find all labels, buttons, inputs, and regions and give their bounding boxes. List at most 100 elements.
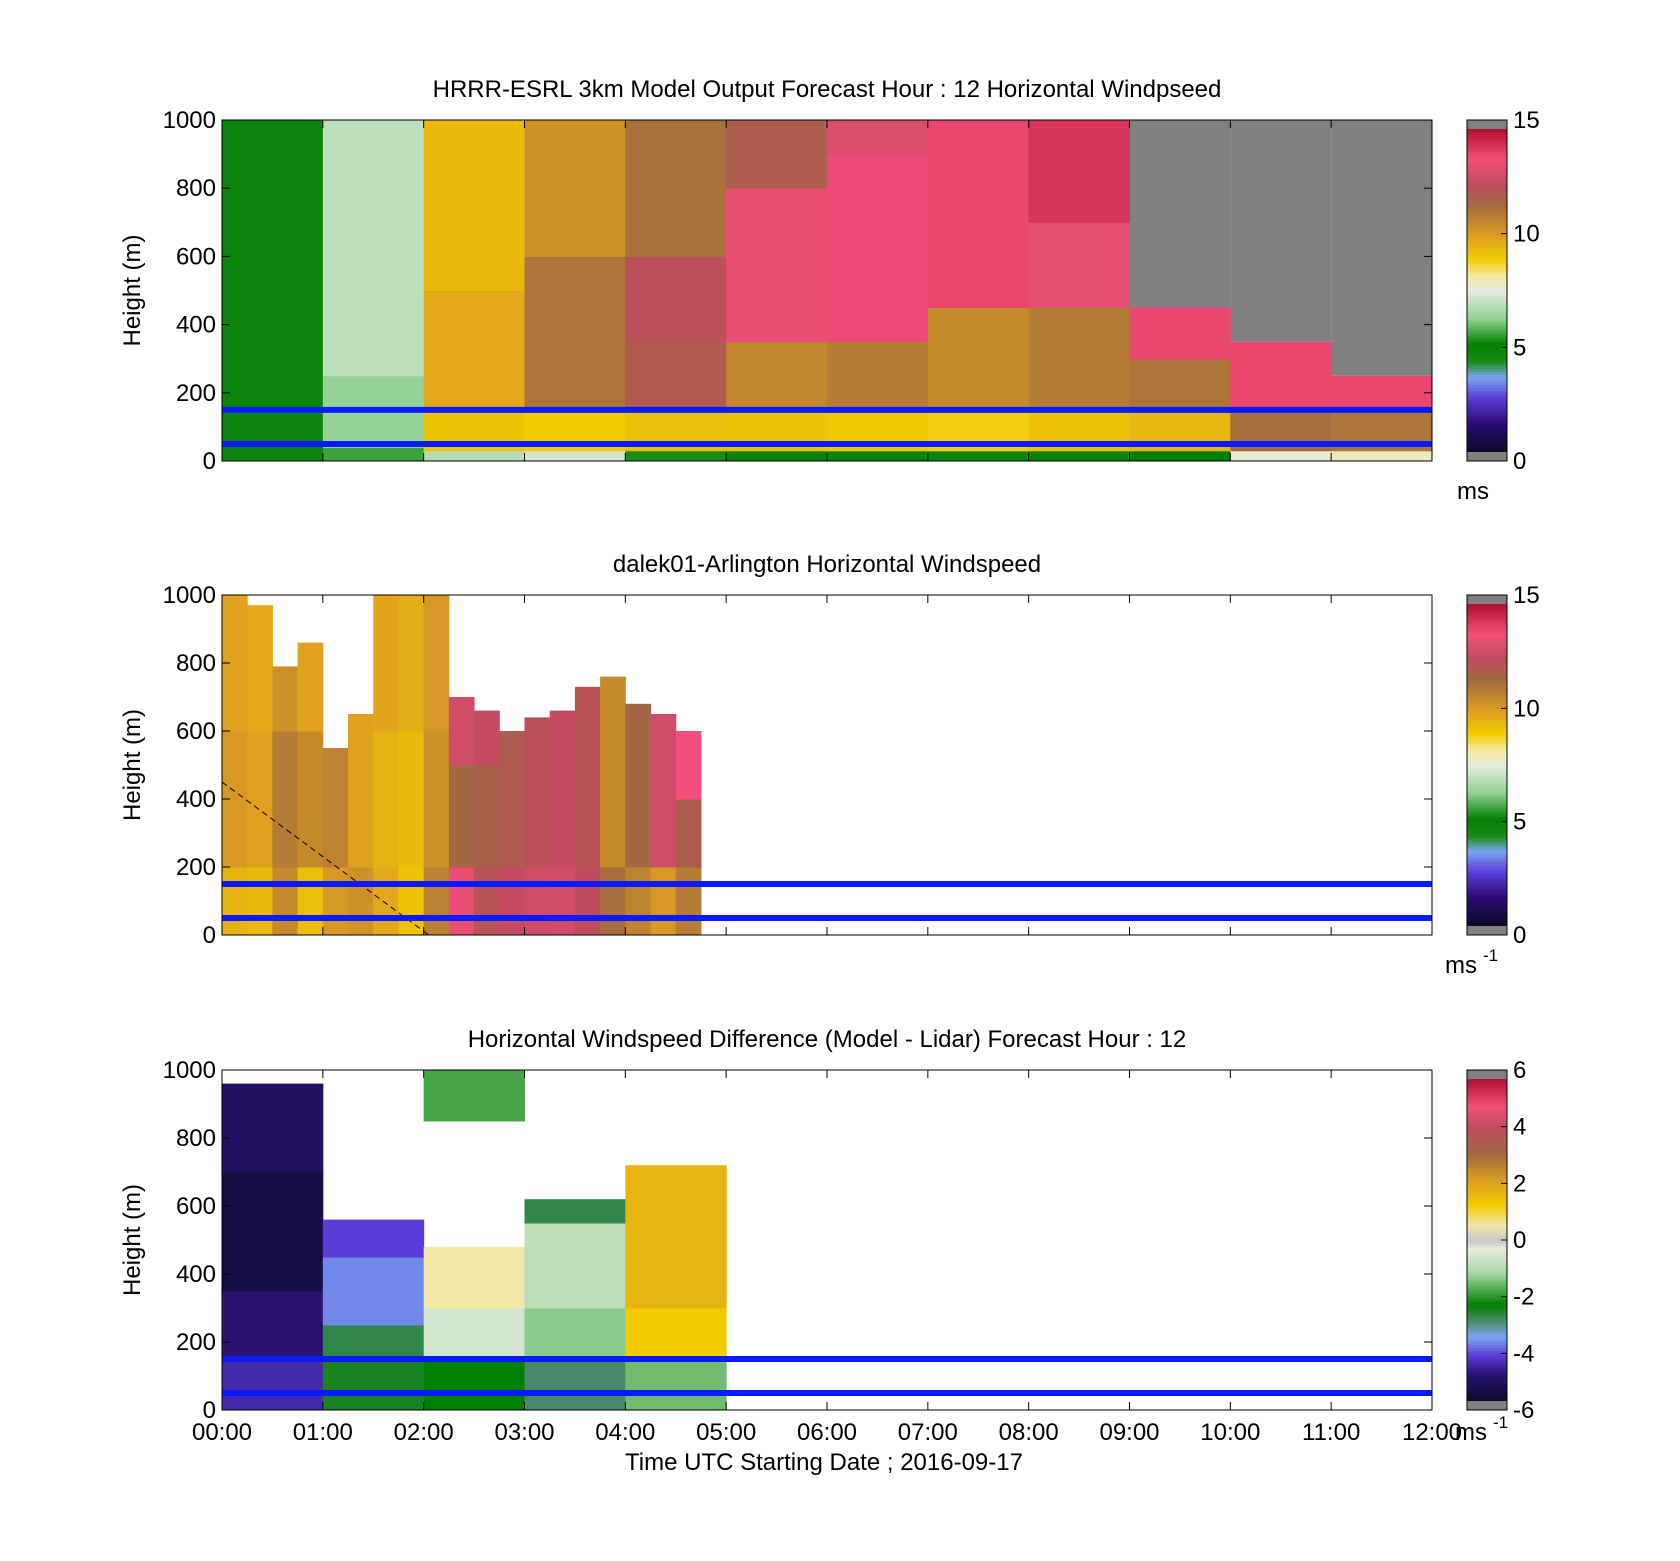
colorbar-cell bbox=[1467, 1197, 1507, 1201]
colorbar-cell bbox=[1467, 357, 1507, 362]
colorbar-cell bbox=[1467, 1229, 1507, 1233]
colorbar-cell bbox=[1467, 360, 1507, 364]
colorbar-cell bbox=[1467, 834, 1507, 839]
heat-cell bbox=[1129, 450, 1231, 462]
colorbar-cell bbox=[1467, 1095, 1507, 1099]
colorbar-tick-label: 6 bbox=[1513, 1057, 1526, 1084]
colorbar-cell bbox=[1467, 344, 1507, 348]
heat-cell bbox=[625, 867, 652, 936]
colorbar-cell bbox=[1467, 352, 1507, 356]
colorbar-cell bbox=[1467, 268, 1507, 273]
heat-cell bbox=[247, 605, 273, 732]
colorbar-cell bbox=[1467, 676, 1507, 680]
y-tick-label: 200 bbox=[176, 854, 216, 881]
colorbar-cell bbox=[1467, 617, 1507, 621]
data-column bbox=[297, 642, 324, 936]
colorbar-cell bbox=[1467, 609, 1507, 613]
colorbar-cell bbox=[1467, 408, 1507, 413]
colorbar-cell bbox=[1467, 880, 1507, 884]
colorbar-cell bbox=[1467, 1111, 1507, 1115]
colorbar-cell bbox=[1467, 1223, 1507, 1228]
colorbar-cell bbox=[1467, 322, 1507, 327]
colorbar-cell bbox=[1467, 848, 1507, 852]
colorbar-cell bbox=[1467, 644, 1507, 648]
heat-cell bbox=[322, 1359, 425, 1411]
colorbar-cell bbox=[1467, 314, 1507, 319]
heat-cell bbox=[1129, 358, 1231, 411]
heat-cell bbox=[222, 1172, 324, 1292]
colorbar-cell bbox=[1467, 1328, 1507, 1332]
colorbar-cell bbox=[1467, 309, 1507, 313]
colorbar-cell bbox=[1467, 1269, 1507, 1273]
heat-cell bbox=[827, 450, 929, 462]
heat-cell bbox=[625, 120, 727, 257]
colorbar-cell bbox=[1467, 209, 1507, 214]
colorbar-cell bbox=[1467, 1363, 1507, 1367]
colorbar-cell bbox=[1467, 773, 1507, 777]
colorbar-cell bbox=[1467, 233, 1507, 238]
colorbar-cell bbox=[1467, 1189, 1507, 1193]
heat-cell bbox=[549, 710, 576, 868]
colorbar-cell bbox=[1467, 856, 1507, 860]
colorbar-cell bbox=[1467, 1336, 1507, 1340]
y-tick-label: 1000 bbox=[163, 1057, 216, 1084]
data-column bbox=[625, 120, 727, 462]
colorbar-cell bbox=[1467, 169, 1507, 173]
colorbar-cell bbox=[1467, 422, 1507, 426]
colorbar-cell bbox=[1467, 1280, 1507, 1284]
colorbar-over bbox=[1467, 1070, 1507, 1079]
colorbar-tick-label: 10 bbox=[1513, 221, 1540, 248]
colorbar-cell bbox=[1467, 818, 1507, 822]
colorbar-cell bbox=[1467, 196, 1507, 200]
colorbar-cell bbox=[1467, 336, 1507, 340]
colorbar-cell bbox=[1467, 1398, 1507, 1402]
x-axis-label: Time UTC Starting Date ; 2016-09-17 bbox=[625, 1449, 1023, 1476]
colorbar-cell bbox=[1467, 824, 1507, 828]
heat-cell bbox=[927, 120, 1030, 309]
colorbar-cell bbox=[1467, 705, 1507, 710]
colorbar: -6 -4 -2 0 2 4 6 ms -1 bbox=[1455, 1057, 1534, 1446]
data-column bbox=[348, 714, 374, 936]
colorbar-cell bbox=[1467, 1097, 1507, 1102]
colorbar-cell bbox=[1467, 446, 1507, 450]
colorbar-cell bbox=[1467, 1355, 1507, 1359]
heat-cell bbox=[1331, 375, 1433, 411]
colorbar-cell bbox=[1467, 215, 1507, 219]
heat-cell bbox=[322, 748, 349, 868]
colorbar-cell bbox=[1467, 807, 1507, 812]
heat-cell bbox=[423, 120, 525, 291]
heat-cell bbox=[448, 765, 475, 868]
heat-cell bbox=[222, 447, 324, 462]
y-axis-label: Height (m) bbox=[119, 1184, 146, 1296]
colorbar-under bbox=[1467, 1401, 1507, 1410]
heat-cell bbox=[247, 867, 273, 936]
colorbar-unit-exponent: -1 bbox=[1483, 946, 1498, 965]
colorbar-cell bbox=[1467, 842, 1507, 847]
heat-cell bbox=[373, 867, 399, 936]
data-column bbox=[222, 1083, 324, 1411]
colorbar-cell bbox=[1467, 1210, 1507, 1214]
colorbar-cell bbox=[1467, 1360, 1507, 1365]
colorbar-cell bbox=[1467, 1315, 1507, 1319]
colorbar-cell bbox=[1467, 204, 1507, 208]
colorbar-cell bbox=[1467, 907, 1507, 911]
colorbar-cell bbox=[1467, 250, 1507, 254]
colorbar-cell bbox=[1467, 689, 1507, 694]
colorbar-cell bbox=[1467, 1135, 1507, 1139]
colorbar-cell bbox=[1467, 247, 1507, 251]
colorbar-cell bbox=[1467, 813, 1507, 817]
colorbar-cell bbox=[1467, 1159, 1507, 1163]
data-column bbox=[675, 731, 702, 936]
colorbar-cell bbox=[1467, 207, 1507, 211]
heat-cell bbox=[423, 731, 450, 868]
colorbar-cell bbox=[1467, 387, 1507, 391]
colorbar-unit: ms bbox=[1457, 478, 1489, 505]
colorbar-cell bbox=[1467, 371, 1507, 375]
x-tick-label: 08:00 bbox=[999, 1419, 1059, 1446]
colorbar-cell bbox=[1467, 285, 1507, 289]
colorbar-cell bbox=[1467, 1282, 1507, 1287]
dashed-line bbox=[221, 781, 430, 936]
colorbar-tick-label: 2 bbox=[1513, 1170, 1526, 1197]
colorbar-cell bbox=[1467, 1129, 1507, 1134]
colorbar-cell bbox=[1467, 1215, 1507, 1220]
